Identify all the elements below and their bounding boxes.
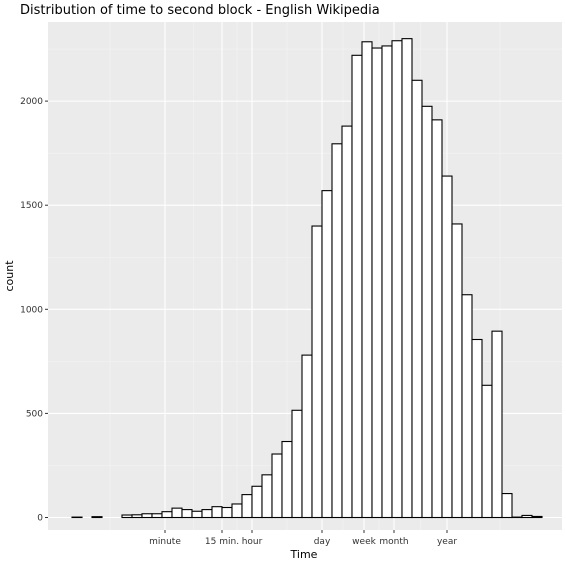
histogram-bar xyxy=(291,409,303,519)
histogram-bar xyxy=(351,54,363,519)
histogram-bar xyxy=(251,485,263,519)
histogram-bar xyxy=(401,38,413,519)
histogram-bar xyxy=(121,514,133,519)
y-tick-label: 1000 xyxy=(20,305,43,315)
x-axis-title: Time xyxy=(290,548,318,561)
histogram-bar xyxy=(421,105,433,519)
histogram-bar xyxy=(201,509,213,519)
histogram-bar xyxy=(221,506,233,519)
histogram-bar xyxy=(231,503,243,519)
histogram-bar xyxy=(531,515,543,519)
histogram-bar xyxy=(461,294,473,519)
y-axis-title: count xyxy=(3,260,16,292)
y-tick-label: 500 xyxy=(26,409,43,419)
x-tick-label: 15 min. xyxy=(205,537,239,547)
histogram-bar xyxy=(151,513,163,519)
histogram-bar xyxy=(341,125,353,519)
histogram-bar xyxy=(411,79,423,519)
chart-title: Distribution of time to second block - E… xyxy=(20,3,380,18)
histogram-bar xyxy=(481,384,493,519)
histogram-bar xyxy=(491,330,503,519)
histogram-bar xyxy=(241,494,253,519)
histogram-bar xyxy=(301,354,313,519)
histogram-bar xyxy=(281,440,293,519)
histogram-bar xyxy=(271,453,283,519)
y-tick-label: 2000 xyxy=(20,97,43,107)
histogram-bar xyxy=(451,223,463,519)
histogram-bar xyxy=(141,513,153,519)
histogram-bar xyxy=(91,516,103,519)
histogram-bar xyxy=(441,175,453,519)
histogram-bar xyxy=(381,45,393,519)
histogram-bar xyxy=(261,474,273,519)
histogram-bar xyxy=(131,514,143,519)
histogram-bar xyxy=(471,338,483,519)
histogram-bar xyxy=(321,190,333,519)
x-tick-label: year xyxy=(437,537,457,547)
x-tick-label: day xyxy=(314,537,331,547)
histogram-bar xyxy=(501,493,513,519)
histogram-bar xyxy=(161,511,173,519)
histogram-bar xyxy=(311,225,323,519)
histogram-bar xyxy=(431,119,443,519)
x-tick-label: hour xyxy=(242,537,263,547)
histogram-bar xyxy=(361,41,373,519)
x-axis: minute 15 min. hour day week month year xyxy=(149,530,457,547)
y-tick-label: 1500 xyxy=(20,201,43,211)
y-axis: 0 500 1000 1500 2000 xyxy=(20,97,48,524)
histogram-bar xyxy=(171,507,183,519)
x-tick-label: month xyxy=(379,537,408,547)
histogram-bar xyxy=(521,514,533,519)
histogram-bar xyxy=(371,47,383,519)
x-tick-label: week xyxy=(352,537,376,547)
histogram-bar xyxy=(191,510,203,519)
histogram-bar xyxy=(391,40,403,519)
histogram-bar xyxy=(331,143,343,519)
x-tick-label: minute xyxy=(149,537,181,547)
y-tick-label: 0 xyxy=(37,514,43,524)
histogram-bars xyxy=(71,38,543,519)
histogram-bar xyxy=(211,506,223,519)
histogram-bar xyxy=(181,509,193,519)
